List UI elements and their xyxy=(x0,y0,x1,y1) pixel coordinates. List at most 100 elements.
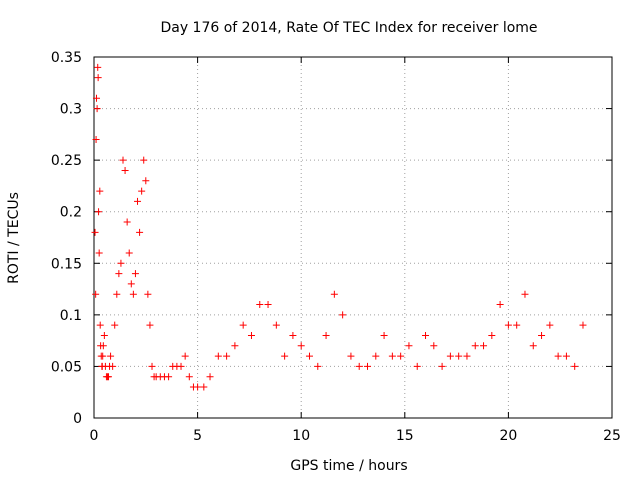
x-tick-label: 0 xyxy=(90,428,99,444)
data-point xyxy=(115,270,123,278)
data-point xyxy=(148,362,156,370)
x-tick-label: 20 xyxy=(499,428,517,444)
data-point xyxy=(554,352,562,360)
data-point xyxy=(214,352,222,360)
data-point xyxy=(355,362,363,370)
data-point xyxy=(94,74,102,82)
data-point xyxy=(99,342,107,350)
data-point xyxy=(513,321,521,329)
data-point xyxy=(256,301,264,309)
data-point xyxy=(339,311,347,319)
y-axis-label: ROTI / TECUs xyxy=(6,192,22,284)
data-point xyxy=(165,373,173,381)
data-point xyxy=(239,321,247,329)
axis-ticks: 0 5 10 15 20 25 0 0.05 0.1 0.15 0.2 0.25 0.3 0.35 xyxy=(51,50,621,444)
x-tick-label: 15 xyxy=(396,428,414,444)
data-point xyxy=(521,290,529,298)
x-tick-label: 10 xyxy=(292,428,310,444)
data-point xyxy=(297,342,305,350)
data-point xyxy=(194,383,202,391)
x-axis-label: GPS time / hours xyxy=(290,458,407,474)
data-point xyxy=(138,187,146,195)
data-point xyxy=(92,136,100,144)
x-tick-label: 5 xyxy=(193,428,202,444)
data-point xyxy=(347,352,355,360)
data-point xyxy=(562,352,570,360)
data-points xyxy=(91,63,587,391)
data-point xyxy=(121,166,129,174)
grid-lines xyxy=(94,57,612,418)
data-point xyxy=(488,331,496,339)
data-point xyxy=(181,352,189,360)
data-point xyxy=(579,321,587,329)
data-point xyxy=(95,249,103,257)
data-point xyxy=(247,331,255,339)
data-point xyxy=(91,228,99,236)
data-point xyxy=(131,270,139,278)
data-point xyxy=(200,383,208,391)
data-point xyxy=(438,362,446,370)
data-point xyxy=(272,321,280,329)
data-point xyxy=(380,331,388,339)
data-point xyxy=(129,290,137,298)
y-tick-label: 0 xyxy=(73,411,82,427)
data-point xyxy=(463,352,471,360)
data-point xyxy=(185,373,193,381)
data-point xyxy=(289,331,297,339)
data-point xyxy=(281,352,289,360)
data-point xyxy=(206,373,214,381)
data-point xyxy=(123,218,131,226)
data-point xyxy=(113,290,121,298)
data-point xyxy=(109,362,117,370)
x-tick-label: 25 xyxy=(603,428,621,444)
data-point xyxy=(140,156,148,164)
data-point xyxy=(455,352,463,360)
data-point xyxy=(397,352,405,360)
data-point xyxy=(96,321,104,329)
y-tick-label: 0.35 xyxy=(51,50,82,66)
data-point xyxy=(446,352,454,360)
data-point xyxy=(107,352,115,360)
data-point xyxy=(305,352,313,360)
y-tick-label: 0.2 xyxy=(60,205,82,221)
data-point xyxy=(322,331,330,339)
y-tick-label: 0.3 xyxy=(60,102,82,118)
data-point xyxy=(471,342,479,350)
data-point xyxy=(330,290,338,298)
data-point xyxy=(496,301,504,309)
data-point xyxy=(314,362,322,370)
y-tick-label: 0.25 xyxy=(51,153,82,169)
data-point xyxy=(93,105,101,113)
data-point xyxy=(105,373,113,381)
data-point xyxy=(264,301,272,309)
data-point xyxy=(94,63,102,71)
data-point xyxy=(136,228,144,236)
data-point xyxy=(119,156,127,164)
data-point xyxy=(571,362,579,370)
y-tick-label: 0.15 xyxy=(51,256,82,272)
data-point xyxy=(100,331,108,339)
data-point xyxy=(422,331,430,339)
data-point xyxy=(95,208,103,216)
data-point xyxy=(144,290,152,298)
data-point xyxy=(413,362,421,370)
data-point xyxy=(117,259,125,267)
data-point xyxy=(364,362,372,370)
data-point xyxy=(92,94,100,102)
data-point xyxy=(223,352,231,360)
data-point xyxy=(111,321,119,329)
data-point xyxy=(405,342,413,350)
data-point xyxy=(231,342,239,350)
data-point xyxy=(538,331,546,339)
data-point xyxy=(99,352,107,360)
data-point xyxy=(504,321,512,329)
data-point xyxy=(546,321,554,329)
data-point xyxy=(125,249,133,257)
data-point xyxy=(529,342,537,350)
data-point xyxy=(146,321,154,329)
data-point xyxy=(430,342,438,350)
data-point xyxy=(92,290,100,298)
data-point xyxy=(96,187,104,195)
data-point xyxy=(134,197,142,205)
